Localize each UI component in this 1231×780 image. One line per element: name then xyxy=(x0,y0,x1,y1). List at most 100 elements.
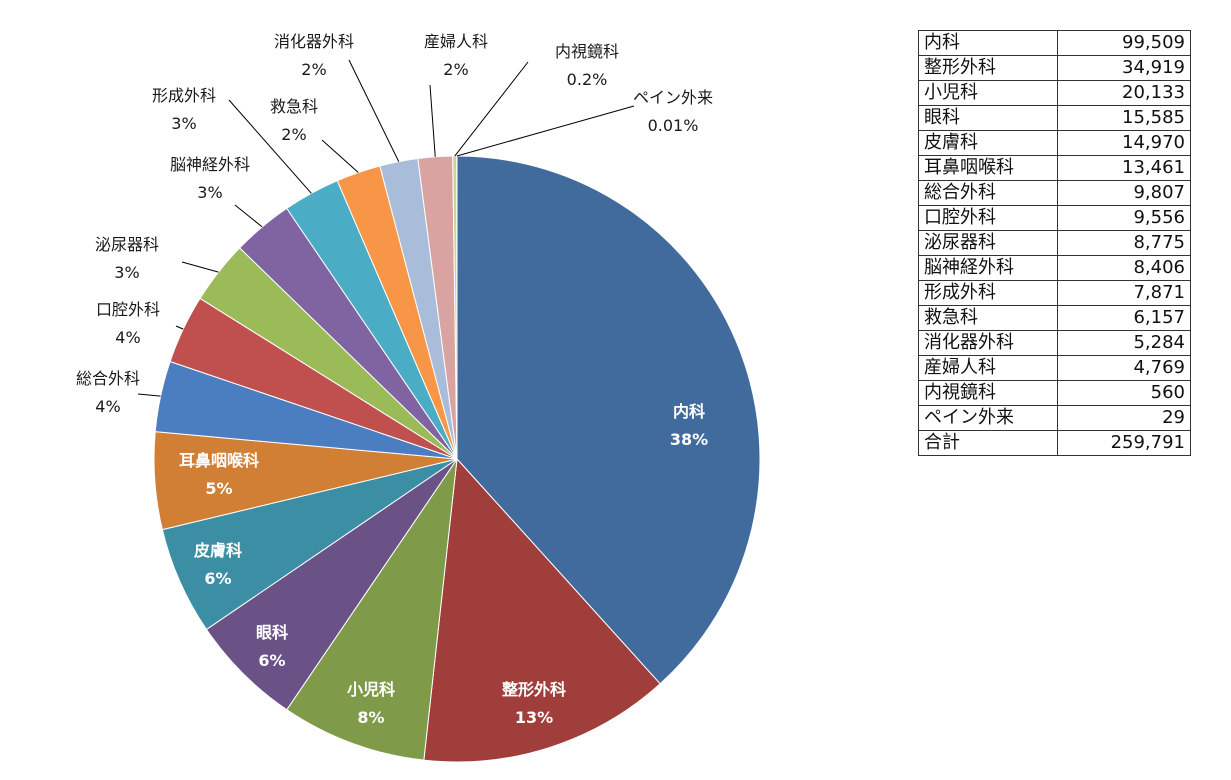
slice-label: 内視鏡科 xyxy=(555,42,619,61)
data-table-body: 内科 99,509 整形外科 34,919 小児科 20,133 眼科 15,585 皮… xyxy=(918,30,1191,456)
table-cell-value: 20,133 xyxy=(1057,80,1191,106)
pie-slices xyxy=(153,155,761,763)
table-row: 耳鼻咽喉科 13,461 xyxy=(918,155,1191,181)
table-total-label: 合計 xyxy=(918,430,1058,456)
slice-label: 産婦人科 xyxy=(424,32,488,51)
slice-percent-label: 5% xyxy=(205,479,232,498)
table-row: 形成外科 7,871 xyxy=(918,280,1191,306)
slice-label: 形成外科 xyxy=(152,86,216,105)
slice-percent-label: 3% xyxy=(114,263,139,282)
slice-label: 消化器外科 xyxy=(274,32,354,51)
slice-percent-label: 3% xyxy=(171,114,196,133)
table-cell-name: 内科 xyxy=(918,30,1058,56)
table-cell-name: 救急科 xyxy=(918,305,1058,331)
slice-label: ペイン外来 xyxy=(633,88,713,107)
slice-percent-label: 2% xyxy=(443,60,468,79)
table-cell-name: 産婦人科 xyxy=(918,355,1058,381)
slice-label: 脳神経外科 xyxy=(170,155,250,174)
table-cell-name: 口腔外科 xyxy=(918,205,1058,231)
slice-label: 皮膚科 xyxy=(193,541,242,560)
slice-percent-label: 0.01% xyxy=(648,116,699,135)
table-total-row: 合計 259,791 xyxy=(918,430,1191,456)
leader-line xyxy=(181,261,219,273)
slice-label: 整形外科 xyxy=(501,680,566,699)
table-row: 救急科 6,157 xyxy=(918,305,1191,331)
table-cell-value: 8,775 xyxy=(1057,230,1191,256)
slice-percent-label: 38% xyxy=(670,430,708,449)
leader-lines xyxy=(137,59,635,397)
table-cell-value: 99,509 xyxy=(1057,30,1191,56)
slice-label: 内科 xyxy=(673,402,705,421)
table-cell-name: 総合外科 xyxy=(918,180,1058,206)
table-cell-name: 皮膚科 xyxy=(918,130,1058,156)
slice-label: 口腔外科 xyxy=(96,300,160,319)
table-row: 消化器外科 5,284 xyxy=(918,330,1191,356)
slice-percent-label: 6% xyxy=(258,651,285,670)
table-row: 内視鏡科 560 xyxy=(918,380,1191,406)
pie-chart: 内科 38% 整形外科 13% 小児科 8% 眼科 6% 皮膚科 6% 耳鼻咽喉科 5% 総合外科 4% 口… xyxy=(76,32,761,763)
table-row: 眼科 15,585 xyxy=(918,105,1191,131)
table-row: 皮膚科 14,970 xyxy=(918,130,1191,156)
table-cell-value: 5,284 xyxy=(1057,330,1191,356)
table-cell-name: 泌尿器科 xyxy=(918,230,1058,256)
table-row: 小児科 20,133 xyxy=(918,80,1191,106)
table-cell-name: 耳鼻咽喉科 xyxy=(918,155,1058,181)
table-cell-value: 4,769 xyxy=(1057,355,1191,381)
slice-percent-label: 0.2% xyxy=(567,70,608,89)
slice-label: 眼科 xyxy=(256,623,288,642)
table-cell-value: 8,406 xyxy=(1057,255,1191,281)
table-cell-value: 9,556 xyxy=(1057,205,1191,231)
leader-line xyxy=(348,59,400,162)
leader-line xyxy=(456,105,635,157)
slice-label: 耳鼻咽喉科 xyxy=(179,451,259,470)
table-row: ペイン外来 29 xyxy=(918,405,1191,431)
table-row: 整形外科 34,919 xyxy=(918,55,1191,81)
leader-line xyxy=(175,325,184,330)
slice-percent-label: 4% xyxy=(95,397,120,416)
table-cell-value: 14,970 xyxy=(1057,130,1191,156)
slice-percent-label: 2% xyxy=(281,125,306,144)
table-cell-name: 脳神経外科 xyxy=(918,255,1058,281)
table-cell-name: ペイン外来 xyxy=(918,405,1058,431)
leader-line xyxy=(137,393,161,397)
table-row: 産婦人科 4,769 xyxy=(918,355,1191,381)
table-cell-name: 小児科 xyxy=(918,80,1058,106)
table-cell-value: 6,157 xyxy=(1057,305,1191,331)
leader-line xyxy=(454,61,529,157)
table-row: 脳神経外科 8,406 xyxy=(918,255,1191,281)
data-table: 内科 99,509 整形外科 34,919 小児科 20,133 眼科 15,585 皮… xyxy=(918,30,1191,456)
table-cell-name: 形成外科 xyxy=(918,280,1058,306)
leader-line xyxy=(429,84,436,157)
table-cell-name: 内視鏡科 xyxy=(918,380,1058,406)
table-cell-value: 13,461 xyxy=(1057,155,1191,181)
pie-slice xyxy=(286,458,458,761)
table-row: 総合外科 9,807 xyxy=(918,180,1191,206)
table-cell-name: 整形外科 xyxy=(918,55,1058,81)
table-row: 口腔外科 9,556 xyxy=(918,205,1191,231)
pie-slice xyxy=(456,155,761,685)
leader-line xyxy=(321,139,359,173)
table-cell-name: 消化器外科 xyxy=(918,330,1058,356)
slice-percent-label: 13% xyxy=(515,708,553,727)
slice-label: 泌尿器科 xyxy=(95,235,159,254)
table-cell-value: 7,871 xyxy=(1057,280,1191,306)
slice-percent-label: 8% xyxy=(357,708,384,727)
table-total-value: 259,791 xyxy=(1057,430,1191,456)
table-row: 泌尿器科 8,775 xyxy=(918,230,1191,256)
slice-percent-label: 4% xyxy=(115,328,140,347)
slice-percent-label: 6% xyxy=(204,569,231,588)
table-cell-value: 9,807 xyxy=(1057,180,1191,206)
table-row: 内科 99,509 xyxy=(918,30,1191,56)
table-cell-value: 34,919 xyxy=(1057,55,1191,81)
leader-line xyxy=(228,99,312,194)
table-cell-name: 眼科 xyxy=(918,105,1058,131)
slice-label: 総合外科 xyxy=(76,369,140,388)
leader-line xyxy=(234,204,263,228)
data-table-container: 内科 99,509 整形外科 34,919 小児科 20,133 眼科 15,585 皮… xyxy=(918,30,1191,456)
slice-label: 救急科 xyxy=(270,97,318,116)
slice-percent-label: 2% xyxy=(301,60,326,79)
slice-labels: 内科 38% 整形外科 13% 小児科 8% 眼科 6% 皮膚科 6% 耳鼻咽喉科 5% 総合外科 4% 口… xyxy=(76,32,713,727)
pie-slice xyxy=(423,457,661,763)
table-cell-value: 560 xyxy=(1057,380,1191,406)
slice-percent-label: 3% xyxy=(197,183,222,202)
